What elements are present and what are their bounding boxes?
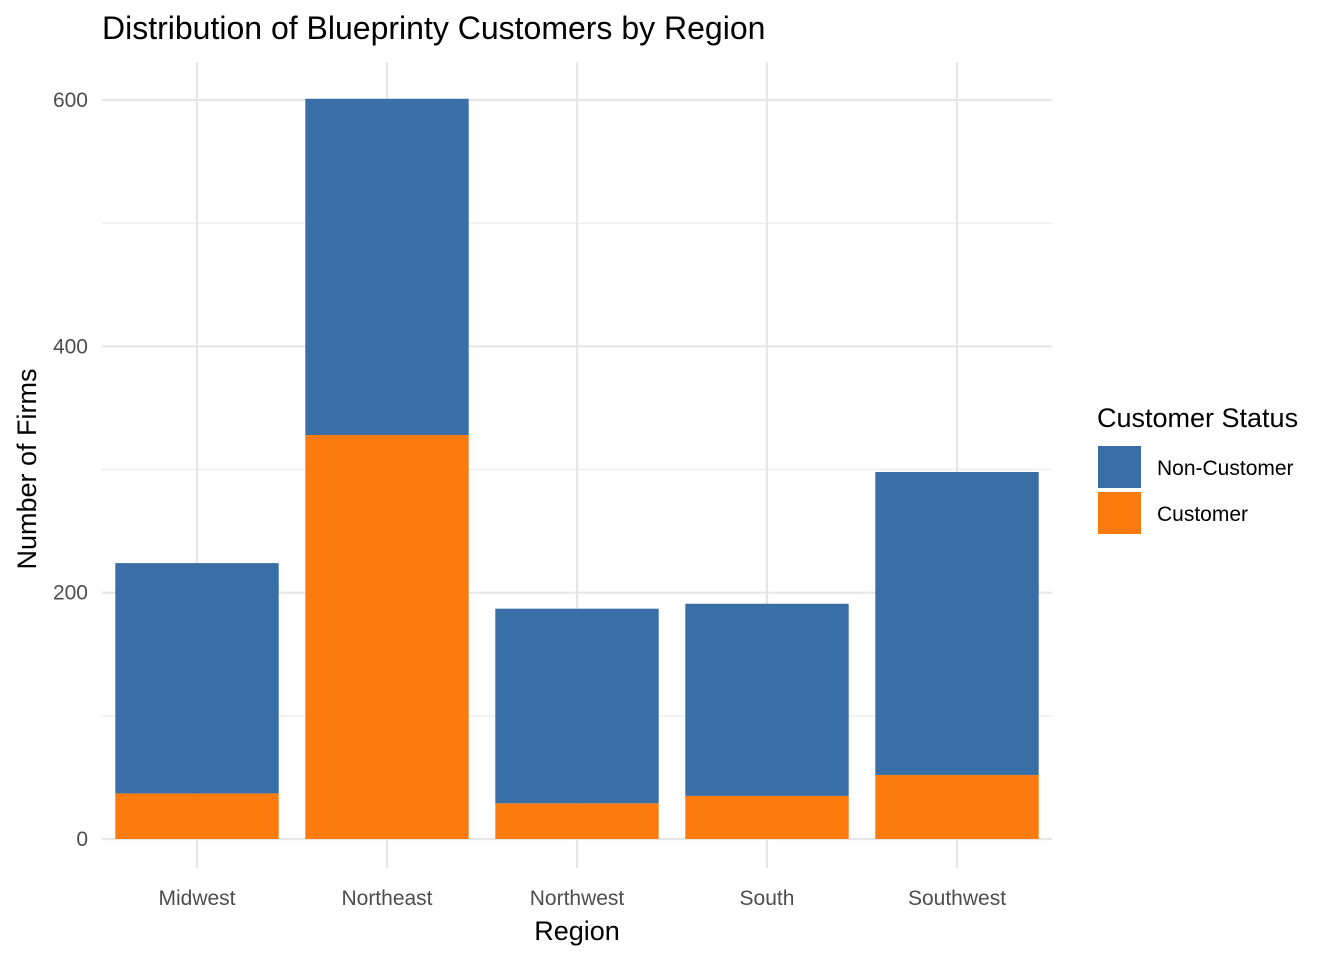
legend-swatch	[1098, 492, 1141, 534]
legend-title: Customer Status	[1097, 403, 1298, 433]
bar-customer-northwest	[495, 803, 659, 839]
y-tick-label: 0	[76, 828, 88, 851]
y-tick-label: 600	[53, 89, 88, 112]
axis-ticks: 0 200 400 600 Midwest Northeast Northwest South…	[53, 89, 1006, 910]
legend-label: Customer	[1157, 503, 1248, 526]
x-tick-label: Southwest	[908, 887, 1006, 910]
y-tick-label: 200	[53, 582, 88, 605]
x-tick-label: South	[740, 887, 795, 910]
bar-non-customer-northeast	[305, 98, 469, 436]
x-axis-title: Region	[534, 916, 620, 946]
bar-non-customer-southwest	[875, 471, 1039, 775]
plot-bars	[115, 98, 1039, 839]
legend: Customer Status Non-Customer Customer	[1097, 403, 1298, 534]
bar-non-customer-northwest	[495, 608, 659, 804]
bar-customer-southwest	[875, 774, 1039, 839]
bar-customer-midwest	[115, 793, 279, 839]
x-tick-label: Northeast	[341, 887, 432, 910]
x-tick-label: Midwest	[158, 887, 235, 910]
y-tick-label: 400	[53, 335, 88, 358]
y-axis-title: Number of Firms	[12, 368, 42, 569]
bar-customer-northeast	[305, 435, 469, 839]
x-tick-label: Northwest	[530, 887, 625, 910]
chart-title: Distribution of Blueprinty Customers by …	[102, 10, 765, 46]
bar-customer-south	[685, 795, 849, 839]
bar-non-customer-south	[685, 603, 849, 796]
bar-non-customer-midwest	[115, 563, 279, 794]
legend-label: Non-Customer	[1157, 457, 1294, 480]
legend-items: Non-Customer Customer	[1098, 446, 1294, 534]
legend-swatch	[1098, 446, 1141, 488]
